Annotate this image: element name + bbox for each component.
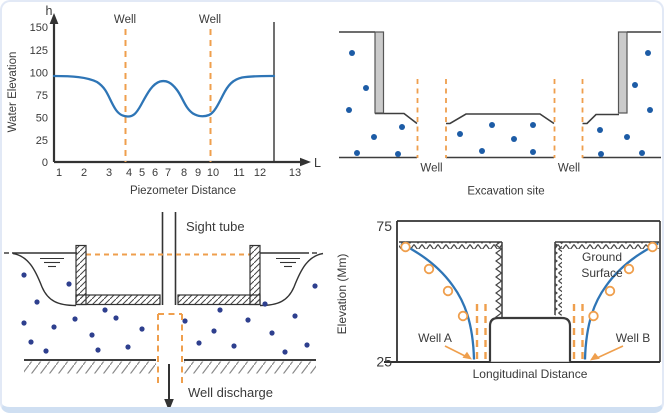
water-surface-icon [40, 257, 300, 268]
chart-frame [384, 220, 661, 363]
x-tick: 4 [126, 167, 132, 179]
x-tick: 1 [56, 167, 62, 179]
ground-surface-label: Surface [581, 266, 623, 280]
groundwater-dots [346, 50, 653, 157]
drawdown-curve-well-a [400, 242, 476, 360]
basin-floor-right [177, 294, 261, 306]
well-b-arrow-icon [590, 345, 624, 361]
well-dashed-lines [416, 79, 584, 158]
x-tick-labels: 1 2 3 4 5 6 7 8 9 10 11 12 13 [56, 167, 301, 179]
sheet-pile-wall-right [617, 31, 628, 114]
excavation-structure [488, 316, 572, 362]
ground-surface-left-block [399, 241, 503, 318]
well-a-label: Well A [418, 331, 452, 345]
y-tick: 0 [42, 157, 48, 169]
well-a-arrow-icon [444, 345, 472, 360]
panel-caption: Excavation site [467, 186, 544, 198]
measurement-point-markers [400, 241, 658, 322]
well-label-right: Well [199, 14, 221, 26]
x-tick: 2 [81, 167, 87, 179]
y-axis-title: Water Elevation [7, 52, 19, 133]
elevation-chart-panel: 75 25 Elevation (Mm) Longitudinal Distan… [335, 218, 661, 381]
y-tick: 125 [30, 45, 48, 57]
x-tick: 8 [181, 167, 187, 179]
y-tick-bottom: 25 [376, 354, 392, 370]
excavation-site-panel: Well Well Excavation site [339, 31, 661, 198]
x-tick: 10 [207, 167, 219, 179]
sight-tube-label: Sight tube [186, 219, 245, 234]
y-axis-arrow-icon [49, 13, 59, 24]
basin-floor-left [75, 294, 161, 306]
y-tick: 25 [36, 135, 48, 147]
x-tick: 5 [139, 167, 145, 179]
impervious-layer [24, 359, 316, 374]
water-elevation-curve [52, 74, 276, 118]
well-label-left: Well [420, 163, 442, 175]
sight-tube [161, 212, 177, 305]
soil-moisture-dots [21, 272, 318, 355]
ground-surface-right-block [554, 241, 659, 316]
axes [49, 13, 311, 167]
sight-tube-panel: Sight tube [4, 212, 324, 407]
y-tick-labels: 150 125 100 75 50 25 0 [30, 22, 48, 169]
y-tick: 150 [30, 22, 48, 34]
y-tick: 100 [30, 68, 48, 80]
y-tick: 50 [36, 113, 48, 125]
x-tick: 6 [152, 167, 158, 179]
well-label-left: Well [114, 14, 136, 26]
water-table [4, 252, 324, 307]
x-tick: 12 [254, 167, 266, 179]
x-tick: 7 [165, 167, 171, 179]
y-tick-top: 75 [376, 218, 392, 234]
x-axis-arrow-icon [300, 157, 311, 167]
x-axis-symbol: L [314, 156, 321, 170]
piezometer-chart-panel: h L 150 125 100 75 50 25 0 1 2 3 4 5 6 7… [7, 4, 321, 197]
drawdown-curve-well-b [583, 242, 659, 360]
well-marker-lines [124, 29, 212, 162]
x-tick: 3 [106, 167, 112, 179]
ground-profile [339, 31, 661, 159]
drawdown-curves [400, 242, 659, 360]
ground-surface-label: Ground [582, 250, 622, 264]
y-axis-title: Elevation (Mm) [335, 254, 349, 335]
well-b-label: Well B [616, 331, 650, 345]
x-tick: 11 [233, 167, 244, 179]
x-tick: 9 [195, 167, 201, 179]
x-axis-title: Longitudinal Distance [473, 367, 588, 381]
sheet-pile-wall-left [374, 31, 385, 114]
y-axis-symbol: h [46, 4, 53, 18]
x-tick: 13 [289, 167, 301, 179]
y-tick: 75 [36, 90, 48, 102]
well-casing-dashed [157, 313, 183, 383]
well-discharge-label: Well discharge [188, 385, 273, 400]
basin-structure [75, 244, 261, 306]
discharge-arrow-icon [164, 364, 174, 407]
well-label-right: Well [558, 163, 580, 175]
x-axis-title: Piezometer Distance [130, 185, 236, 197]
well-dashed-lines [475, 304, 584, 359]
